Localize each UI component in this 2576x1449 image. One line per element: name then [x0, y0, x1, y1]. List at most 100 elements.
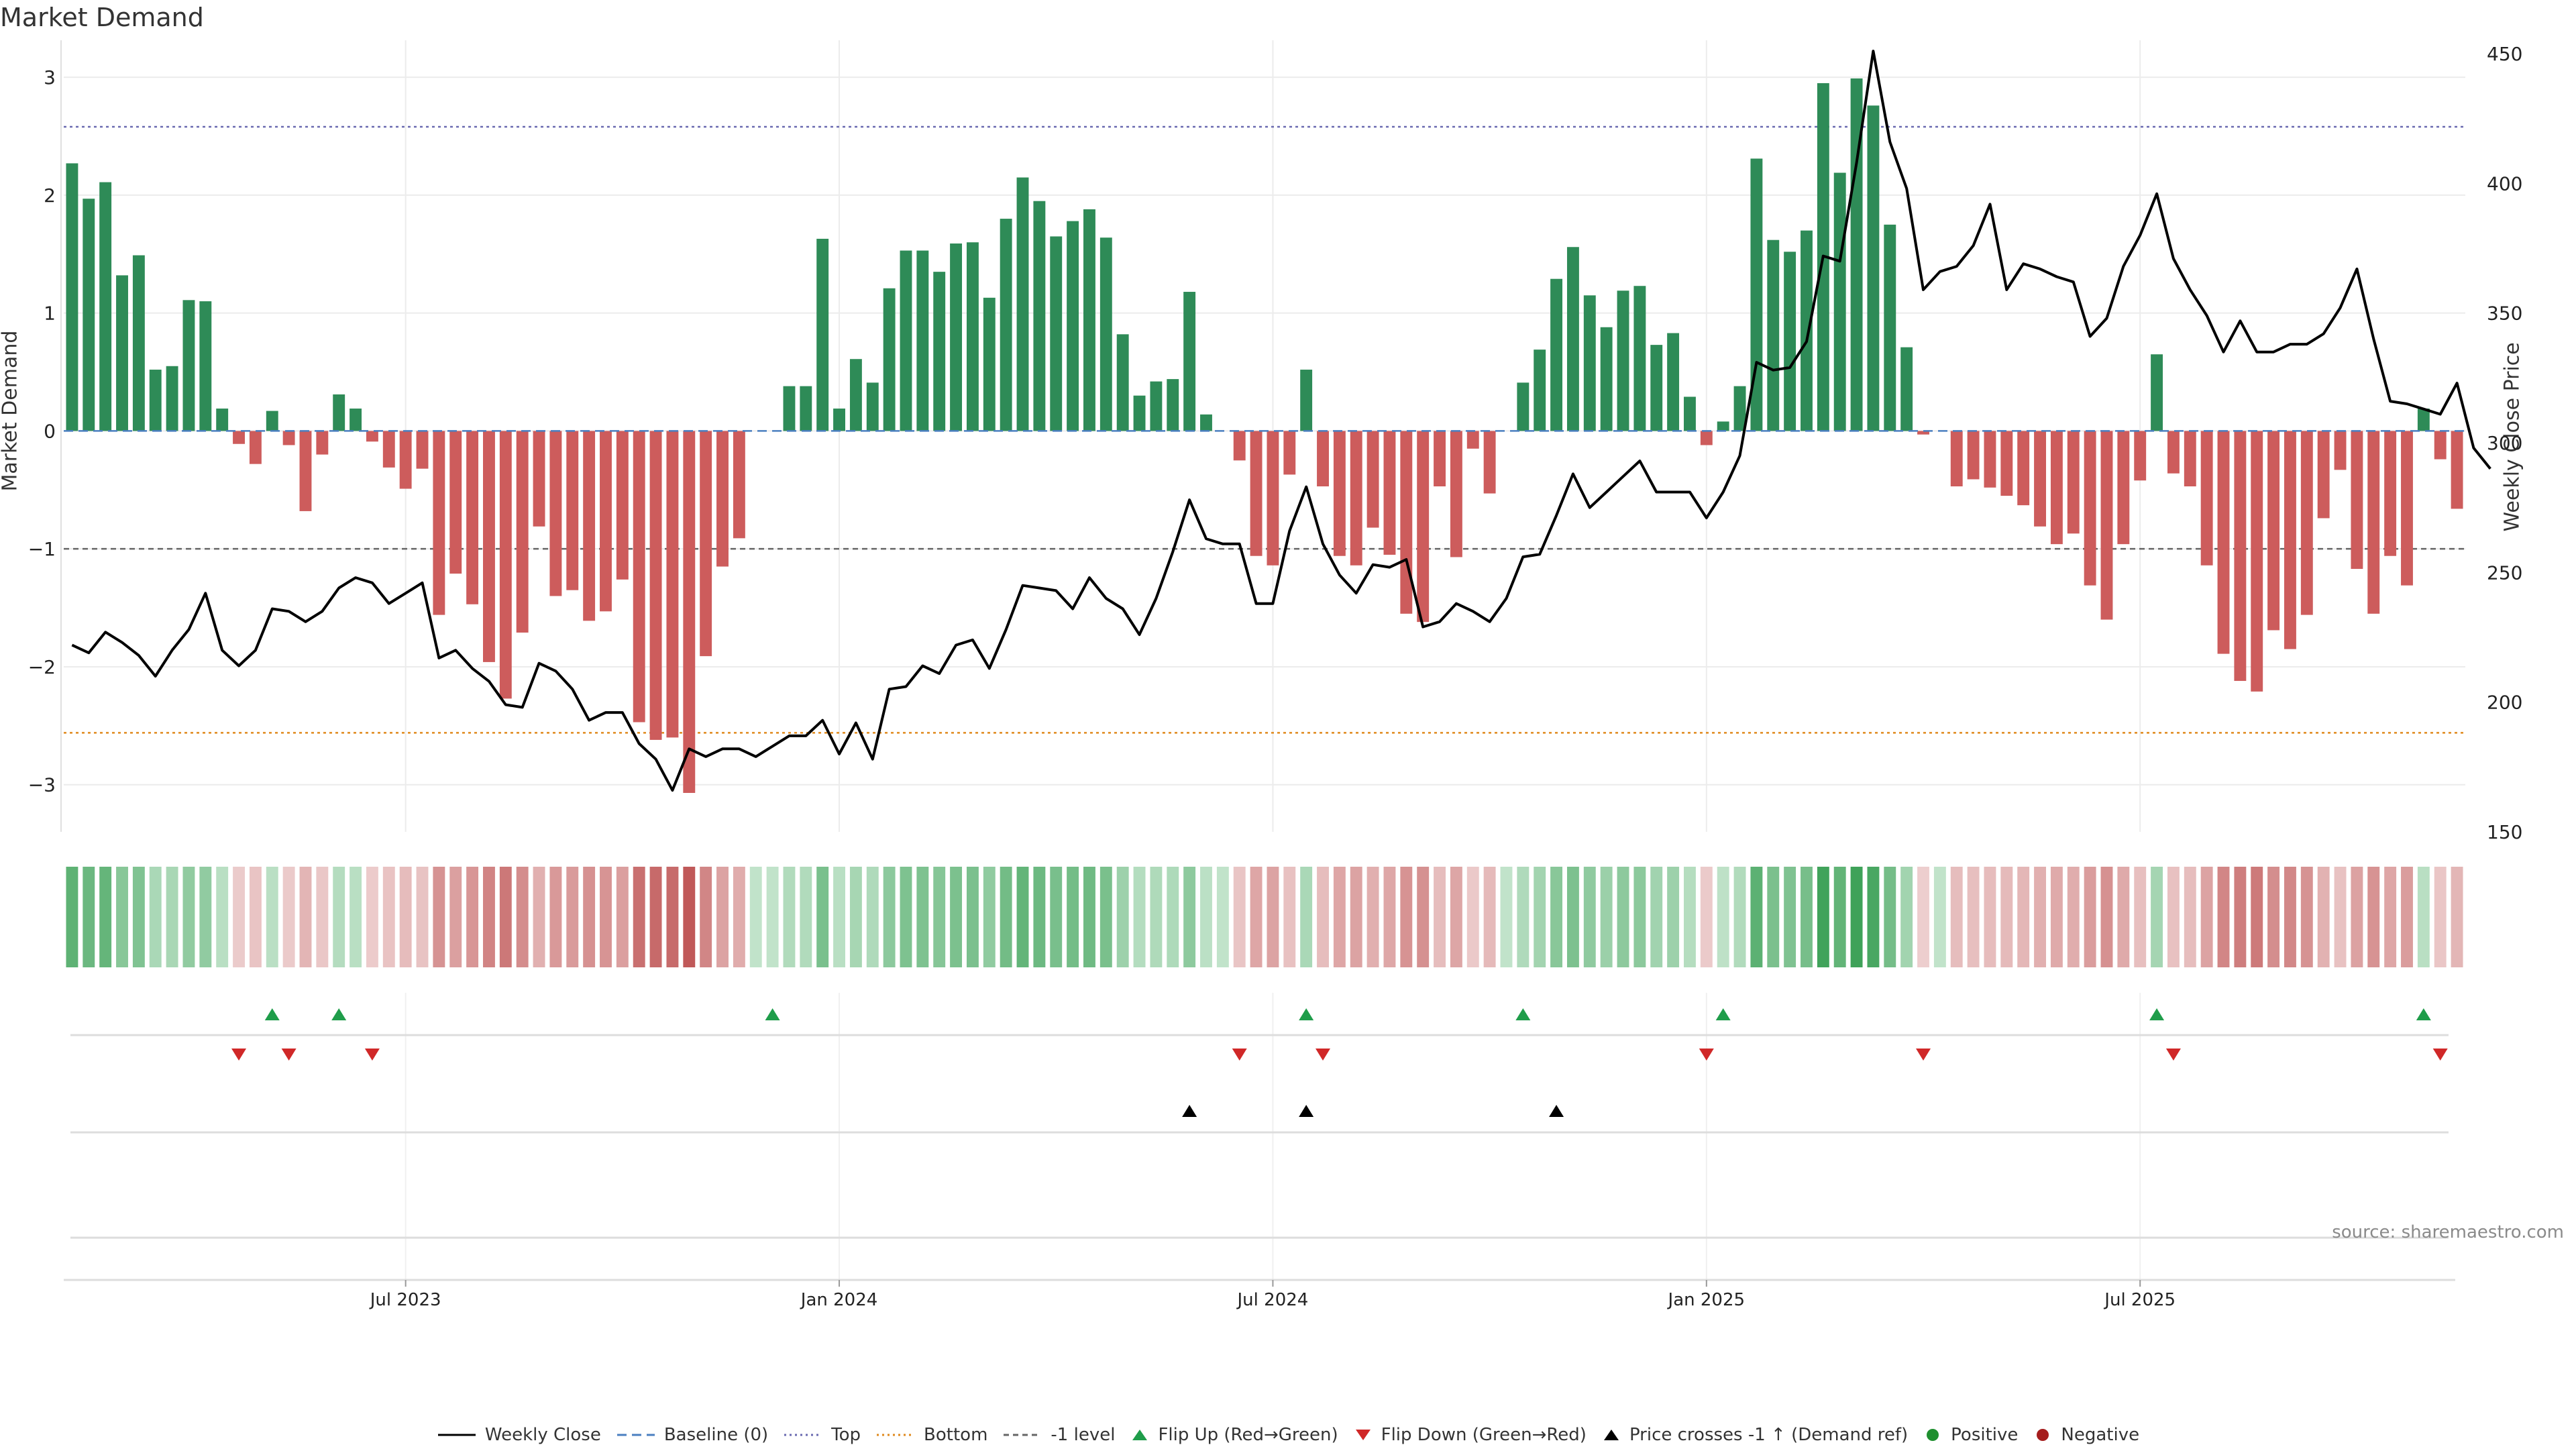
demand-bar: [916, 250, 929, 431]
heat-strip-cell: [2084, 867, 2096, 967]
legend-item-negative: Negative: [2033, 1425, 2139, 1445]
heat-strip-cell: [483, 867, 495, 967]
heat-strip-cell: [666, 867, 679, 967]
flip-down-marker: [1232, 1049, 1247, 1061]
heat-strip-cell: [382, 867, 395, 967]
heat-strip-cell: [1566, 867, 1579, 967]
heat-strip-cell: [1483, 867, 1496, 967]
heat-strip-cell: [1233, 867, 1246, 967]
heat-strip-cell: [733, 867, 745, 967]
heat-strip-cell: [166, 867, 178, 967]
flip-up-marker: [264, 1008, 280, 1020]
demand-bar: [233, 431, 245, 444]
heat-strip-cell: [2384, 867, 2397, 967]
demand-bar: [483, 431, 495, 662]
legend-label: Positive: [1951, 1425, 2019, 1445]
demand-bar: [1333, 431, 1346, 556]
heat-strip-cell: [2300, 867, 2313, 967]
heat-strip-cell: [2317, 867, 2330, 967]
heat-strip-cell: [1500, 867, 1513, 967]
demand-bar: [132, 255, 145, 431]
legend-item-minus-one: -1 level: [1002, 1425, 1115, 1445]
x-tick-label: Jan 2024: [800, 1290, 878, 1310]
demand-bar: [2384, 431, 2397, 556]
y-tick-label: −3: [28, 774, 56, 796]
heat-strip-cell: [566, 867, 579, 967]
demand-bar: [449, 431, 462, 574]
heat-strip-cell: [533, 867, 545, 967]
demand-bar: [2117, 431, 2130, 545]
heat-strip-cell: [466, 867, 479, 967]
heat-strip-cell: [233, 867, 245, 967]
heat-strip-cell: [1016, 867, 1029, 967]
legend-item-flip-down: Flip Down (Green→Red): [1353, 1425, 1587, 1445]
flip-up-marker: [1299, 1008, 1314, 1020]
demand-bar: [382, 431, 395, 468]
demand-bar: [1600, 327, 1613, 431]
legend-item-price-cross: Price crosses -1 ↑ (Demand ref): [1601, 1425, 1908, 1445]
demand-bar: [216, 409, 229, 431]
demand-bar: [2067, 431, 2080, 534]
demand-bar: [2050, 431, 2063, 545]
heat-strip-cell: [2217, 867, 2230, 967]
demand-bar: [366, 431, 378, 442]
heat-strip-cell: [1700, 867, 1713, 967]
demand-bar: [950, 243, 963, 431]
legend-label: Bottom: [924, 1425, 988, 1445]
demand-bar: [1050, 236, 1063, 431]
heat-strip-cell: [499, 867, 512, 967]
demand-bar: [2017, 431, 2030, 506]
chart-title: Market Demand: [0, 3, 204, 32]
heat-strip-cell: [1784, 867, 1796, 967]
demand-bar: [1717, 421, 1729, 431]
heat-strip-cell: [1984, 867, 1996, 967]
heat-strip-cell: [616, 867, 629, 967]
heat-strip-cell: [1216, 867, 1229, 967]
heat-strip-cell: [2251, 867, 2263, 967]
heat-strip-cell: [449, 867, 462, 967]
heat-strip-cell: [716, 867, 729, 967]
demand-bar: [83, 199, 95, 431]
demand-bar: [1534, 350, 1546, 431]
legend-item-positive: Positive: [1923, 1425, 2018, 1445]
flip-down-marker: [1316, 1049, 1331, 1061]
demand-bar: [1067, 221, 1079, 431]
demand-bar: [1150, 381, 1163, 431]
heat-strip-cell: [2017, 867, 2030, 967]
demand-bar: [833, 409, 845, 431]
legend-dashed-line-icon: [616, 1434, 655, 1436]
heat-strip-cell: [766, 867, 779, 967]
heat-strip-cell: [1667, 867, 1680, 967]
legend-label: Top: [831, 1425, 861, 1445]
y-right-tick-label: 150: [2487, 821, 2522, 843]
heat-strip-cell: [2200, 867, 2213, 967]
source-note: source: sharemaestro.com: [2332, 1222, 2564, 1242]
heat-strip-cell: [1817, 867, 1829, 967]
heat-strip-cell: [600, 867, 612, 967]
demand-bar: [433, 431, 445, 615]
heat-strip-cell: [1250, 867, 1263, 967]
heat-strip-cell: [2134, 867, 2147, 967]
heat-strip-cell: [683, 867, 696, 967]
heat-strip-cell: [2367, 867, 2380, 967]
heat-strip-cell: [816, 867, 829, 967]
heat-strip-cell: [2050, 867, 2063, 967]
demand-bar: [616, 431, 629, 580]
demand-bar: [516, 431, 529, 633]
heat-strip-cell: [549, 867, 562, 967]
heat-strip-cell: [849, 867, 862, 967]
heat-strip-cell: [1350, 867, 1362, 967]
heat-strip-cell: [866, 867, 879, 967]
heat-strip-cell: [1517, 867, 1529, 967]
demand-bar: [2317, 431, 2330, 519]
heat-strip-cell: [1283, 867, 1296, 967]
heat-strip-cell: [2034, 867, 2046, 967]
x-tick-label: Jul 2024: [1236, 1290, 1309, 1310]
heat-strip-cell: [1650, 867, 1663, 967]
y-right-tick-label: 300: [2487, 432, 2522, 454]
flip-down-marker: [1916, 1049, 1931, 1061]
heat-strip-cell: [2184, 867, 2196, 967]
heat-strip-cell: [700, 867, 712, 967]
demand-bar: [2151, 354, 2163, 431]
demand-bar: [800, 386, 812, 431]
